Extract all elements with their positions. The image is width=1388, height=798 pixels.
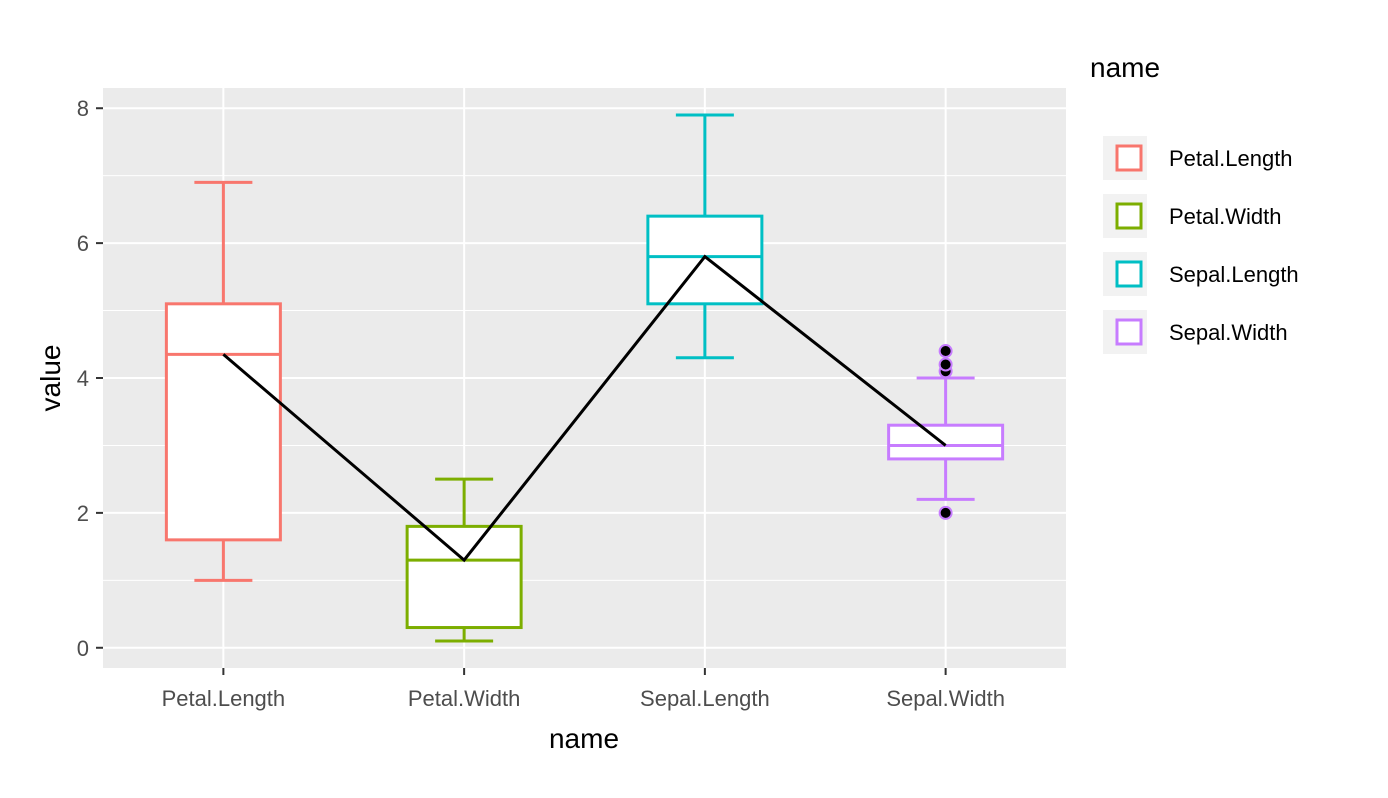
legend-item-label: Sepal.Width bbox=[1169, 320, 1288, 345]
legend-key-swatch bbox=[1115, 318, 1143, 346]
legend-item-sepal-width: Sepal.Width bbox=[1103, 310, 1288, 354]
y-tick-label: 8 bbox=[77, 96, 89, 121]
legend-item-petal-width: Petal.Width bbox=[1103, 194, 1282, 238]
legend-item-label: Sepal.Length bbox=[1169, 262, 1299, 287]
outlier-point bbox=[938, 344, 953, 359]
x-axis-title: name bbox=[549, 723, 619, 754]
box-body bbox=[405, 524, 523, 630]
y-tick-label: 6 bbox=[77, 231, 89, 256]
y-tick-label: 4 bbox=[77, 366, 89, 391]
x-tick-label: Sepal.Length bbox=[640, 686, 770, 711]
axes: 0 2 4 6 8 Petal.Length Petal.Width Sepal.Length… bbox=[77, 96, 1005, 711]
y-tick-label: 0 bbox=[77, 636, 89, 661]
box-petal-length bbox=[164, 180, 282, 582]
legend-item-sepal-length: Sepal.Length bbox=[1103, 252, 1299, 296]
legend-key-swatch bbox=[1115, 260, 1143, 288]
box-petal-width bbox=[405, 477, 523, 643]
legend: name Petal.Length Petal.Width Sepal.Length… bbox=[1090, 52, 1299, 354]
x-tick-label: Petal.Length bbox=[162, 686, 286, 711]
box-body bbox=[646, 214, 764, 306]
box-sepal-length bbox=[646, 113, 764, 360]
y-axis-title: value bbox=[35, 345, 66, 412]
median-connecting-line bbox=[222, 254, 947, 563]
legend-item-label: Petal.Width bbox=[1169, 204, 1282, 229]
x-tick-label: Petal.Width bbox=[408, 686, 521, 711]
outlier-point bbox=[938, 505, 953, 520]
y-tick-label: 2 bbox=[77, 501, 89, 526]
legend-title: name bbox=[1090, 52, 1160, 83]
legend-key-swatch bbox=[1115, 144, 1143, 172]
legend-key-swatch bbox=[1115, 202, 1143, 230]
legend-item-petal-length: Petal.Length bbox=[1103, 136, 1293, 180]
box-body bbox=[887, 423, 1005, 461]
median-line-layer bbox=[222, 254, 947, 563]
outlier-point bbox=[938, 357, 953, 372]
x-tick-label: Sepal.Width bbox=[886, 686, 1005, 711]
legend-item-label: Petal.Length bbox=[1169, 146, 1293, 171]
boxes bbox=[164, 113, 1005, 643]
box-sepal-width bbox=[887, 344, 1005, 520]
box-body bbox=[164, 302, 282, 542]
